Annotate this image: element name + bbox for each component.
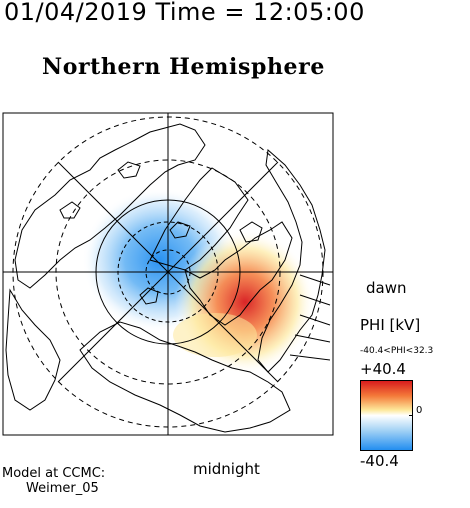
dawn-label: dawn <box>366 279 407 297</box>
colorbar-variable-label: PHI [kV] <box>360 316 421 334</box>
colorbar-gradient <box>360 380 413 451</box>
hemisphere-title: Northern Hemisphere <box>42 54 325 80</box>
colorbar-range-text: -40.4<PHI<32.3 <box>360 346 434 356</box>
model-credit: Model at CCMC: Weimer_05 <box>2 466 105 496</box>
polar-potential-map <box>2 112 334 436</box>
model-credit-line2: Weimer_05 <box>26 481 99 496</box>
midnight-label: midnight <box>193 460 260 478</box>
colorbar-zero-label: 0 <box>416 405 423 416</box>
polar-grid <box>3 113 333 435</box>
colorbar-min-label: -40.4 <box>360 452 399 470</box>
coastlines <box>5 123 331 433</box>
colorbar <box>360 380 413 451</box>
model-credit-line1: Model at CCMC: <box>2 466 106 481</box>
datetime-header: 01/04/2019 Time = 12:05:00 <box>4 0 365 26</box>
colorbar-max-label: +40.4 <box>360 360 406 378</box>
